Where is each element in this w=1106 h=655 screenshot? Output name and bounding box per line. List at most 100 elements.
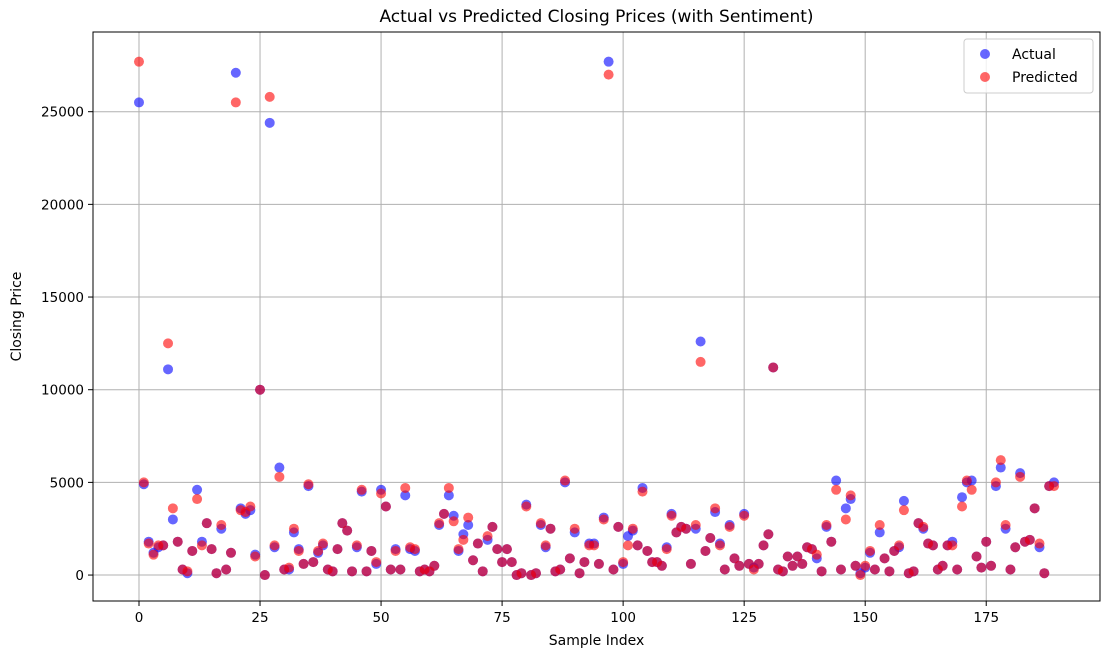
predicted-point — [894, 540, 905, 551]
predicted-point — [961, 475, 972, 486]
predicted-point — [225, 547, 236, 558]
predicted-point — [685, 558, 696, 569]
predicted-point — [724, 521, 735, 532]
predicted-point — [148, 549, 159, 560]
predicted-point — [293, 545, 304, 556]
predicted-point — [792, 551, 803, 562]
predicted-point — [598, 514, 609, 525]
predicted-point — [380, 501, 391, 512]
predicted-point — [376, 488, 387, 499]
predicted-point — [860, 560, 871, 571]
predicted-point — [957, 501, 968, 512]
predicted-point — [927, 540, 938, 551]
predicted-point — [269, 540, 280, 551]
predicted-point — [908, 566, 919, 577]
predicted-point — [555, 564, 566, 575]
predicted-point — [782, 551, 793, 562]
actual-point — [603, 56, 614, 67]
legend-marker-actual — [980, 49, 990, 59]
x-tick-label: 50 — [372, 610, 389, 626]
y-tick-label: 10000 — [41, 383, 84, 399]
predicted-point — [627, 523, 638, 534]
predicted-point — [753, 558, 764, 569]
predicted-point — [409, 544, 420, 555]
predicted-point — [545, 523, 556, 534]
predicted-point — [167, 503, 178, 514]
predicted-point — [1034, 538, 1045, 549]
predicted-point — [1015, 471, 1026, 482]
predicted-point — [661, 544, 672, 555]
predicted-point — [777, 566, 788, 577]
y-tick-label: 15000 — [41, 290, 84, 306]
predicted-point — [303, 479, 314, 490]
predicted-point — [952, 564, 963, 575]
predicted-point — [787, 560, 798, 571]
predicted-point — [710, 503, 721, 514]
predicted-point — [138, 477, 149, 488]
predicted-point — [342, 525, 353, 536]
predicted-point — [221, 564, 232, 575]
predicted-point — [187, 545, 198, 556]
predicted-point — [356, 484, 367, 495]
predicted-point — [133, 56, 144, 67]
predicted-point — [351, 540, 362, 551]
predicted-point — [589, 540, 600, 551]
predicted-point — [468, 555, 479, 566]
predicted-point — [274, 471, 285, 482]
predicted-point — [835, 564, 846, 575]
y-tick-label: 25000 — [41, 105, 84, 121]
predicted-point — [332, 544, 343, 555]
predicted-point — [429, 560, 440, 571]
predicted-point — [163, 338, 174, 349]
legend-marker-predicted — [980, 72, 990, 82]
predicted-point — [501, 544, 512, 555]
actual-point — [163, 364, 174, 375]
actual-point — [192, 484, 203, 495]
predicted-point — [560, 475, 571, 486]
predicted-point — [443, 482, 454, 493]
predicted-point — [1039, 568, 1050, 579]
predicted-point — [400, 482, 411, 493]
x-tick-label: 150 — [852, 610, 878, 626]
actual-point — [831, 475, 842, 486]
predicted-point — [758, 540, 769, 551]
predicted-point — [230, 97, 241, 108]
predicted-point — [250, 551, 261, 562]
predicted-point — [947, 540, 958, 551]
predicted-point — [216, 520, 227, 531]
data-points — [133, 56, 1060, 581]
predicted-point — [1005, 564, 1016, 575]
predicted-point — [618, 557, 629, 568]
predicted-point — [995, 455, 1006, 466]
predicted-point — [986, 560, 997, 571]
actual-point — [898, 495, 909, 506]
predicted-point — [482, 531, 493, 542]
predicted-point — [681, 523, 692, 534]
predicted-point — [182, 566, 193, 577]
predicted-point — [284, 562, 295, 573]
actual-point — [463, 520, 474, 531]
actual-point — [230, 67, 241, 78]
predicted-point — [255, 384, 266, 395]
predicted-point — [327, 566, 338, 577]
predicted-point — [569, 523, 580, 534]
predicted-point — [714, 540, 725, 551]
predicted-point — [879, 553, 890, 564]
predicted-point — [448, 516, 459, 527]
predicted-point — [700, 545, 711, 556]
predicted-point — [264, 91, 275, 102]
predicted-point — [826, 536, 837, 547]
legend-box — [963, 38, 1094, 94]
y-axis-label: Closing Price — [9, 272, 25, 362]
actual-point — [400, 490, 411, 501]
predicted-point — [453, 544, 464, 555]
predicted-point — [971, 551, 982, 562]
predicted-point — [603, 69, 614, 80]
predicted-point — [259, 570, 270, 581]
predicted-point — [1049, 481, 1060, 492]
predicted-point — [535, 518, 546, 529]
x-tick-label: 0 — [135, 610, 144, 626]
predicted-point — [516, 568, 527, 579]
predicted-point — [1024, 534, 1035, 545]
predicted-point — [637, 486, 648, 497]
